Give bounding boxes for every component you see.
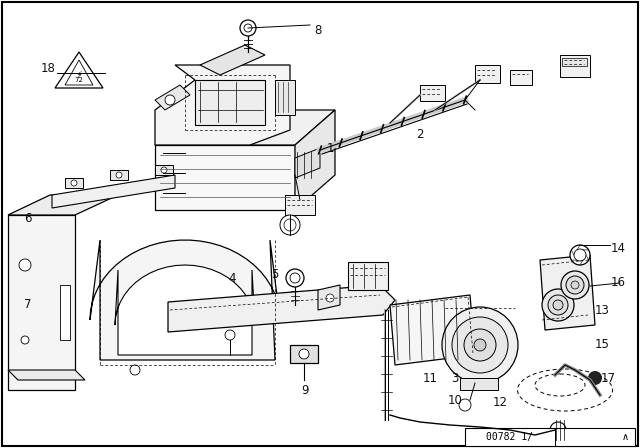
Circle shape (165, 95, 175, 105)
Bar (562, 58, 587, 66)
Bar (65, 178, 83, 188)
Circle shape (459, 399, 471, 411)
Polygon shape (155, 65, 290, 145)
Circle shape (574, 249, 586, 261)
Circle shape (299, 349, 309, 359)
Circle shape (474, 339, 486, 351)
Bar (420, 85, 445, 101)
Polygon shape (90, 240, 280, 360)
Polygon shape (295, 110, 335, 210)
Polygon shape (55, 52, 103, 88)
Circle shape (588, 371, 602, 385)
Circle shape (553, 300, 563, 310)
Text: 72: 72 (75, 77, 83, 83)
Circle shape (452, 317, 508, 373)
Circle shape (280, 215, 300, 235)
Bar (348, 262, 388, 290)
Text: 6: 6 (24, 211, 32, 224)
Polygon shape (390, 295, 475, 365)
Bar (275, 80, 295, 115)
Text: 5: 5 (271, 268, 278, 281)
Circle shape (116, 172, 122, 178)
Circle shape (542, 289, 574, 321)
Circle shape (464, 329, 496, 361)
Text: 14: 14 (611, 241, 625, 254)
Circle shape (326, 294, 334, 302)
Circle shape (550, 422, 566, 438)
Text: 7: 7 (24, 298, 32, 311)
Text: 8: 8 (314, 23, 322, 36)
Circle shape (561, 271, 589, 299)
Bar (155, 165, 173, 175)
Bar (195, 80, 265, 125)
Polygon shape (115, 265, 255, 355)
Text: ∧: ∧ (621, 432, 628, 442)
Text: 9: 9 (301, 383, 308, 396)
Circle shape (290, 273, 300, 283)
Circle shape (21, 336, 29, 344)
Text: 11: 11 (422, 371, 438, 384)
Text: 1: 1 (326, 142, 333, 155)
Polygon shape (155, 85, 190, 110)
Polygon shape (318, 285, 340, 310)
Polygon shape (65, 60, 93, 85)
Polygon shape (8, 370, 85, 380)
Polygon shape (52, 175, 175, 208)
Circle shape (244, 24, 252, 32)
Bar (460, 378, 498, 390)
Text: 10: 10 (447, 393, 463, 406)
Text: 15: 15 (595, 339, 609, 352)
Polygon shape (200, 45, 265, 75)
Bar (290, 345, 318, 363)
Bar (60, 285, 70, 340)
Text: 12: 12 (493, 396, 508, 409)
Polygon shape (155, 110, 335, 145)
Text: 16: 16 (611, 276, 625, 289)
Circle shape (566, 276, 584, 294)
Text: ⚡: ⚡ (76, 70, 83, 80)
Circle shape (284, 219, 296, 231)
Polygon shape (8, 195, 118, 215)
Bar (560, 55, 590, 77)
Circle shape (161, 167, 167, 173)
Circle shape (286, 269, 304, 287)
Circle shape (225, 330, 235, 340)
Circle shape (130, 365, 140, 375)
Text: 4: 4 (228, 271, 236, 284)
Text: 2: 2 (416, 129, 424, 142)
Bar (285, 195, 315, 215)
Circle shape (571, 281, 579, 289)
Text: 13: 13 (595, 303, 609, 316)
Text: 00782 1/: 00782 1/ (486, 432, 534, 442)
Bar (475, 65, 500, 83)
Circle shape (570, 245, 590, 265)
Text: 18: 18 (40, 61, 56, 74)
Circle shape (442, 307, 518, 383)
Bar (110, 170, 128, 180)
Text: 17: 17 (600, 371, 616, 384)
Bar (465, 428, 635, 446)
Bar (510, 70, 532, 85)
Text: 3: 3 (451, 371, 459, 384)
Circle shape (19, 259, 31, 271)
Polygon shape (168, 285, 395, 332)
Circle shape (548, 295, 568, 315)
Circle shape (71, 180, 77, 186)
Polygon shape (295, 148, 320, 178)
Polygon shape (155, 145, 295, 210)
Polygon shape (540, 255, 595, 330)
Polygon shape (8, 215, 75, 390)
Circle shape (240, 20, 256, 36)
